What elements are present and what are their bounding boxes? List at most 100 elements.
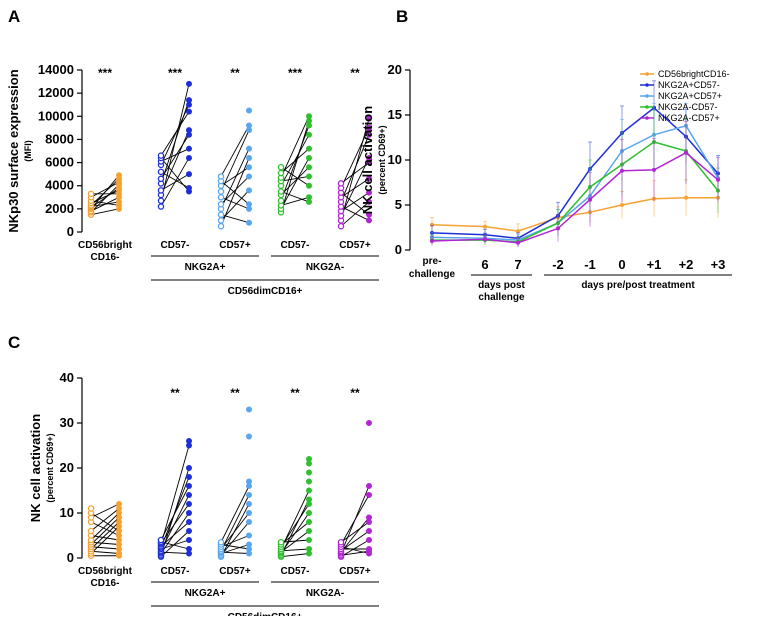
post-point <box>245 541 252 548</box>
pair-line <box>160 445 190 545</box>
post-point <box>185 145 192 152</box>
pre-point <box>277 197 285 205</box>
post-point <box>305 469 312 476</box>
post-point <box>305 455 312 462</box>
post-point <box>245 187 252 194</box>
pair-line <box>220 190 250 221</box>
pair-line <box>280 166 310 187</box>
pair-line <box>160 521 190 547</box>
x-tick-label: challenge <box>409 269 456 280</box>
outer-label: CD56dimCD16+ <box>228 286 303 297</box>
bracket-label: NKG2A+ <box>185 588 226 599</box>
post-point <box>185 154 192 161</box>
pair-line <box>160 503 190 544</box>
post-point <box>365 546 372 553</box>
outer-label: CD56dimCD16+ <box>228 612 303 616</box>
x-tick-label: -1 <box>584 257 596 272</box>
pair-line <box>90 546 120 550</box>
bracket-label: NKG2A+ <box>185 262 226 273</box>
post-point <box>245 122 252 129</box>
y-axis-label: NK cell activation <box>360 106 375 214</box>
post-point <box>305 546 312 553</box>
pair-line <box>220 551 250 554</box>
pair-line <box>90 181 120 198</box>
significance-label: ** <box>290 386 300 400</box>
pair-line <box>280 176 310 182</box>
x-tick-label: 0 <box>618 257 625 272</box>
pre-point <box>87 505 95 512</box>
pair-line <box>220 176 250 205</box>
post-point <box>245 201 252 208</box>
pair-line <box>90 526 120 554</box>
legend-label: NKG2A-CD57- <box>658 102 718 112</box>
group-label: CD16- <box>91 252 120 263</box>
pair-line <box>90 517 120 545</box>
y-tick-label: 5 <box>395 197 402 212</box>
post-point <box>245 491 252 498</box>
x-tick-label: 7 <box>514 257 521 272</box>
significance-label: ** <box>230 66 240 80</box>
pre-point <box>217 188 225 195</box>
legend-marker <box>645 105 649 109</box>
pair-line <box>340 546 370 554</box>
series-point <box>620 203 624 207</box>
pre-point <box>87 527 95 535</box>
post-point <box>365 419 372 426</box>
pair-line <box>280 166 310 196</box>
post-point <box>365 514 372 521</box>
y-tick-label: 20 <box>60 460 74 475</box>
legend-marker <box>645 72 649 76</box>
group-label: CD56bright <box>78 240 133 251</box>
pair-line <box>160 134 190 180</box>
series-point <box>483 224 487 229</box>
post-point <box>245 154 252 161</box>
panel-c-chart: 0 10 20 30 40 NK cell activation (percent CD69… <box>28 370 379 621</box>
y-tick-label: 8000 <box>45 131 74 146</box>
pair-line <box>340 192 370 215</box>
pre-point <box>217 211 225 218</box>
pair-line <box>220 180 250 205</box>
y-tick-label: 4000 <box>45 178 74 193</box>
post-point <box>365 482 372 489</box>
pair-line <box>90 187 120 209</box>
post-point <box>185 482 192 489</box>
pair-line <box>340 539 370 558</box>
post-point <box>365 131 372 138</box>
series-line <box>431 124 719 241</box>
post-point <box>245 478 252 485</box>
group-label: CD57+ <box>339 240 371 251</box>
pair-line <box>160 104 190 166</box>
pre-point <box>157 197 165 205</box>
pair-line <box>220 214 250 224</box>
pair-line <box>160 541 190 550</box>
x-group-label: days post <box>478 280 525 291</box>
pair-line <box>160 129 190 196</box>
series-point <box>684 195 688 200</box>
pair-line <box>160 173 190 191</box>
pair-line <box>340 517 370 553</box>
series-point <box>556 226 560 231</box>
post-point <box>185 519 192 526</box>
pair-line <box>90 521 120 550</box>
post-point <box>185 473 192 480</box>
pair-line <box>280 191 310 203</box>
pair-line <box>280 157 310 210</box>
pre-point <box>217 200 225 208</box>
pair-line <box>90 550 120 554</box>
series-point <box>430 239 434 243</box>
post-point <box>305 131 312 138</box>
pair-line <box>220 512 250 550</box>
pair-line <box>220 494 250 552</box>
pre-point <box>277 188 285 195</box>
pair-line <box>160 111 190 156</box>
x-tick-label: pre- <box>423 256 442 267</box>
pre-point <box>157 536 165 544</box>
y-axis-label: NKp30 surface expression <box>6 69 21 232</box>
post-point <box>245 107 252 114</box>
series-line <box>431 106 719 240</box>
post-point <box>365 175 372 182</box>
panel-b-letter: B <box>396 7 408 26</box>
post-point <box>305 113 312 120</box>
group-label: CD57- <box>281 566 310 577</box>
post-point <box>365 115 372 122</box>
